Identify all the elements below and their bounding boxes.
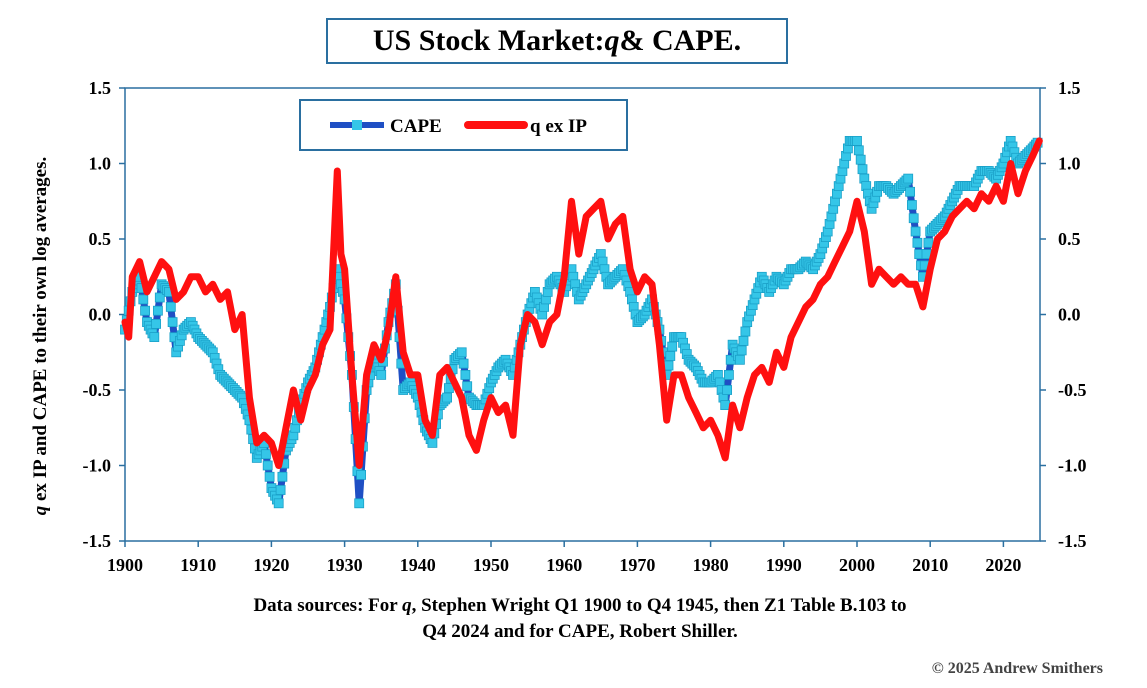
cape-marker bbox=[356, 469, 367, 480]
cape-marker bbox=[923, 237, 934, 248]
source-line1-pre: Data sources: For bbox=[253, 595, 403, 616]
title-suffix: & CAPE. bbox=[619, 24, 742, 57]
cape-marker bbox=[852, 135, 862, 146]
plot-border bbox=[124, 87, 1041, 542]
cape-marker bbox=[262, 460, 273, 471]
cape-marker bbox=[427, 437, 438, 448]
cape-marker bbox=[152, 305, 163, 316]
cape-marker bbox=[140, 305, 151, 316]
legend-cape-label: CAPE bbox=[390, 116, 442, 137]
cape-marker bbox=[460, 369, 471, 380]
x-tick-label: 1910 bbox=[180, 555, 216, 575]
cape-marker bbox=[376, 369, 387, 380]
x-tick-label: 1980 bbox=[693, 555, 729, 575]
copyright: © 2025 Andrew Smithers bbox=[931, 660, 1103, 677]
y-axis-label-rest: ex IP and CAPE to their own log averages… bbox=[30, 157, 51, 506]
cape-marker bbox=[277, 471, 288, 482]
y-tick-label-right: 0.5 bbox=[1058, 229, 1081, 249]
source-line1-post: , Stephen Wright Q1 1900 to Q4 1945, the… bbox=[411, 595, 907, 616]
legend-cape-marker bbox=[352, 120, 362, 130]
plot-area bbox=[124, 87, 1041, 542]
y-tick-label-right: 1.5 bbox=[1058, 78, 1081, 98]
y-tick-label-right: -1.5 bbox=[1058, 531, 1087, 551]
cape-marker bbox=[855, 154, 866, 165]
title-q: q bbox=[604, 24, 620, 57]
cape-marker bbox=[275, 485, 286, 495]
cape-marker bbox=[667, 341, 678, 352]
legend: CAPE q ex IP bbox=[299, 99, 628, 151]
cape-marker bbox=[149, 332, 160, 343]
x-tick-label: 1950 bbox=[473, 555, 509, 575]
y-tick-label-left: 1.0 bbox=[89, 154, 112, 174]
cape-marker bbox=[738, 335, 749, 346]
source-note-line-1: Data sources: For q, Stephen Wright Q1 1… bbox=[100, 593, 1060, 619]
y-axis-label-q: q bbox=[30, 505, 51, 515]
source-note-line-2: Q4 2024 and for CAPE, Robert Shiller. bbox=[422, 621, 738, 642]
y-axis-label: q ex IP and CAPE to their own log averag… bbox=[30, 157, 51, 516]
cape-marker bbox=[273, 498, 284, 509]
y-tick-label-left: 1.5 bbox=[89, 78, 112, 98]
cape-marker bbox=[154, 292, 165, 303]
cape-marker bbox=[665, 351, 676, 361]
x-tick-label: 1940 bbox=[400, 555, 436, 575]
x-tick-label: 1990 bbox=[766, 555, 802, 575]
cape-marker bbox=[740, 326, 751, 337]
cape-marker bbox=[663, 360, 674, 371]
cape-marker bbox=[354, 498, 365, 509]
cape-marker bbox=[912, 237, 923, 248]
cape-marker bbox=[736, 345, 747, 356]
y-tick-label-left: -1.5 bbox=[83, 531, 112, 551]
q-ex-ip-line bbox=[121, 137, 1043, 469]
cape-marker bbox=[260, 449, 271, 460]
cape-marker bbox=[442, 392, 453, 403]
cape-marker bbox=[165, 301, 176, 312]
cape-marker bbox=[853, 145, 864, 156]
cape-marker bbox=[264, 471, 275, 482]
x-tick-label: 2020 bbox=[985, 555, 1021, 575]
chart-title: US Stock Market: q & CAPE. bbox=[326, 18, 788, 64]
y-tick-label-right: -1.0 bbox=[1058, 456, 1087, 476]
cape-marker bbox=[720, 400, 731, 411]
legend-q-label: q ex IP bbox=[530, 116, 587, 137]
y-tick-label-left: 0.0 bbox=[89, 305, 112, 325]
axis-ticks: 1900 1910 1920 1930 1940 1950 1960 1970 1980 1990… bbox=[83, 78, 1087, 575]
cape-marker bbox=[857, 164, 868, 175]
cape-marker bbox=[138, 294, 149, 305]
cape-marker bbox=[458, 358, 469, 369]
cape-marker bbox=[910, 226, 921, 237]
cape-marker bbox=[724, 369, 734, 380]
cape-marker bbox=[903, 173, 914, 184]
cape-marker bbox=[735, 354, 745, 365]
y-tick-label-right: -0.5 bbox=[1058, 380, 1087, 400]
x-tick-label: 1960 bbox=[546, 555, 582, 575]
cape-marker bbox=[907, 200, 917, 210]
y-tick-label-right: 0.0 bbox=[1058, 305, 1081, 325]
y-tick-label-right: 1.0 bbox=[1058, 154, 1081, 174]
x-tick-label: 2000 bbox=[839, 555, 875, 575]
x-tick-label: 1930 bbox=[327, 555, 363, 575]
x-tick-label: 2010 bbox=[912, 555, 948, 575]
y-tick-label-left: -0.5 bbox=[83, 380, 112, 400]
cape-marker bbox=[905, 186, 915, 197]
cape-marker bbox=[456, 347, 467, 358]
cape-marker bbox=[722, 385, 732, 395]
y-tick-label-left: 0.5 bbox=[89, 229, 112, 249]
cape-marker bbox=[167, 317, 178, 328]
cape-marker bbox=[151, 318, 162, 329]
x-tick-label: 1920 bbox=[253, 555, 289, 575]
y-tick-label-left: -1.0 bbox=[83, 456, 112, 476]
source-line1-q: q bbox=[402, 595, 412, 616]
x-tick-label: 1900 bbox=[107, 555, 143, 575]
x-tick-label: 1970 bbox=[619, 555, 655, 575]
cape-marker bbox=[462, 381, 473, 392]
source-note: Data sources: For q, Stephen Wright Q1 1… bbox=[100, 593, 1060, 645]
series-q bbox=[121, 137, 1043, 469]
title-prefix: US Stock Market: bbox=[372, 24, 605, 57]
cape-marker bbox=[908, 213, 919, 224]
